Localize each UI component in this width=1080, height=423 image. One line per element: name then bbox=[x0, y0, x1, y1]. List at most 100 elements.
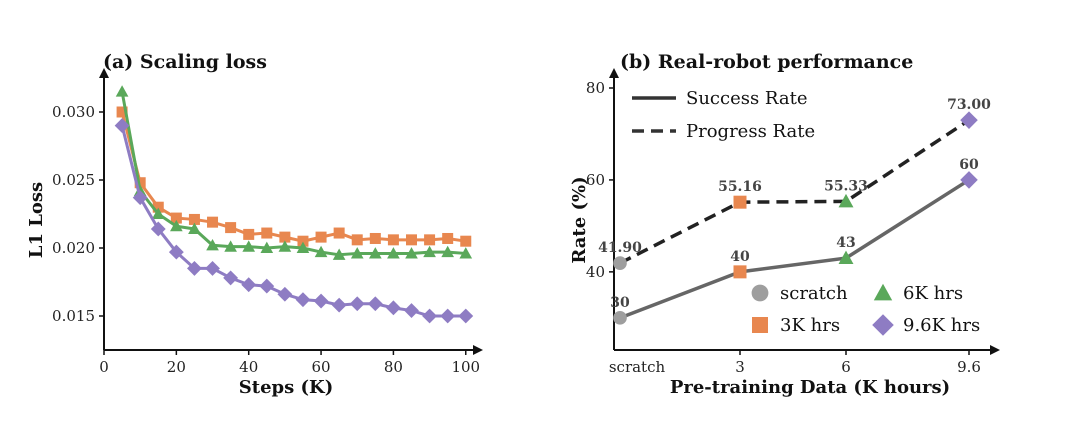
data-point-square bbox=[188, 213, 200, 225]
data-point-square bbox=[351, 234, 363, 246]
y-axis-arrow bbox=[609, 68, 619, 78]
data-point-triangle bbox=[242, 240, 256, 252]
x-tick-label: 100 bbox=[451, 358, 480, 376]
data-point-square bbox=[733, 265, 747, 279]
legend-marker-triangle bbox=[873, 283, 893, 301]
x-tick-label: 80 bbox=[384, 358, 403, 376]
x-tick-label: 60 bbox=[312, 358, 331, 376]
x-tick-label: 0 bbox=[99, 358, 109, 376]
data-point-square bbox=[116, 106, 128, 118]
legend-label: 3K hrs bbox=[780, 315, 840, 336]
data-point-diamond bbox=[385, 300, 401, 316]
data-point-square bbox=[207, 216, 219, 228]
panel-b-series: 30 40 43 60 41.90 55.16 55.33 73.00 bbox=[598, 97, 991, 325]
data-point-triangle bbox=[260, 241, 274, 254]
legend-marker-circle bbox=[751, 284, 769, 302]
data-point-square bbox=[152, 201, 164, 213]
data-point-diamond bbox=[187, 260, 202, 276]
panel-b-legend: Success Rate Progress Rate scratch 6K hrs 3K… bbox=[632, 88, 980, 336]
x-axis-arrow bbox=[473, 345, 483, 355]
y-tick-label: 80 bbox=[586, 79, 605, 97]
panel-b-real-robot-performance: (b) Real-robot performance Pre-training … bbox=[569, 51, 1000, 398]
data-point-triangle bbox=[459, 247, 473, 259]
data-point-diamond bbox=[440, 308, 456, 324]
legend-label: Progress Rate bbox=[686, 121, 815, 142]
series-line-solid bbox=[619, 178, 970, 320]
data-point-diamond bbox=[259, 278, 275, 294]
data-point-square bbox=[387, 234, 399, 246]
data-point-square bbox=[369, 232, 381, 244]
data-point-diamond bbox=[458, 308, 474, 324]
data-point-square bbox=[297, 235, 309, 247]
data-point-triangle bbox=[332, 248, 346, 260]
panel-a-scaling-loss: (a) Scaling loss Steps (K) L1 Loss 0 20 40… bbox=[26, 51, 483, 398]
panel-b-xlabel: Pre-training Data (K hours) bbox=[670, 377, 950, 398]
data-point-triangle bbox=[350, 247, 364, 259]
data-label: 55.16 bbox=[718, 179, 762, 195]
panel-a-ylabel: L1 Loss bbox=[26, 182, 47, 258]
data-point-diamond bbox=[223, 270, 239, 286]
panel-b-ylabel: Rate (%) bbox=[569, 176, 590, 263]
y-tick-label: 0.015 bbox=[52, 307, 95, 325]
x-tick-label: 40 bbox=[239, 358, 258, 376]
panel-b-axes: scratch 3 6 9.6 40 60 80 bbox=[586, 68, 1000, 376]
data-point-diamond bbox=[331, 297, 347, 313]
data-point-triangle bbox=[423, 245, 436, 258]
x-tick-label: 9.6 bbox=[957, 358, 981, 376]
data-point-diamond bbox=[205, 260, 220, 276]
data-point-triangle bbox=[170, 219, 183, 232]
panel-a-title: (a) Scaling loss bbox=[103, 51, 267, 73]
y-tick-label: 0.030 bbox=[52, 103, 95, 121]
legend-label: 9.6K hrs bbox=[903, 315, 980, 336]
data-point-circle bbox=[613, 256, 627, 270]
series-line-dashed bbox=[619, 118, 970, 265]
data-point-square bbox=[170, 212, 182, 224]
legend-label: scratch bbox=[780, 283, 848, 304]
data-point-diamond bbox=[349, 296, 365, 312]
data-point-triangle bbox=[441, 245, 455, 258]
data-point-circle bbox=[613, 310, 627, 325]
data-point-diamond bbox=[960, 171, 978, 189]
y-axis-arrow bbox=[99, 68, 109, 78]
data-label: 43 bbox=[836, 235, 855, 251]
legend-label: 6K hrs bbox=[903, 283, 963, 304]
data-label: 55.33 bbox=[824, 178, 868, 194]
data-point-triangle bbox=[838, 250, 854, 265]
data-point-diamond bbox=[960, 111, 978, 129]
data-label: 60 bbox=[959, 157, 979, 173]
y-tick-label: 0.025 bbox=[52, 171, 95, 189]
data-point-square bbox=[243, 228, 255, 240]
data-point-triangle bbox=[296, 241, 310, 254]
legend-marker-square bbox=[752, 317, 768, 333]
panel-a-series bbox=[114, 85, 474, 324]
x-axis-arrow bbox=[990, 345, 1000, 355]
data-point-triangle bbox=[838, 193, 854, 208]
panel-a-axes: 0 20 40 60 80 100 0.015 0.020 0.025 0.030 bbox=[52, 68, 483, 376]
panel-b-title: (b) Real-robot performance bbox=[620, 51, 913, 73]
data-point-triangle bbox=[387, 247, 400, 259]
data-point-square bbox=[333, 227, 345, 239]
data-point-diamond bbox=[404, 303, 419, 318]
data-label: 40 bbox=[730, 249, 750, 265]
data-point-diamond bbox=[168, 244, 184, 260]
data-point-square bbox=[279, 231, 291, 243]
data-point-square bbox=[315, 231, 327, 243]
data-point-triangle bbox=[188, 222, 201, 235]
data-point-square bbox=[733, 195, 747, 209]
x-tick-label: scratch bbox=[609, 358, 666, 376]
data-point-square bbox=[406, 234, 417, 246]
data-point-square bbox=[460, 235, 472, 247]
x-tick-label: 3 bbox=[735, 358, 745, 376]
data-point-diamond bbox=[422, 308, 438, 324]
data-point-square bbox=[424, 234, 436, 246]
legend-label: Success Rate bbox=[686, 88, 808, 109]
data-point-diamond bbox=[114, 118, 130, 134]
data-point-square bbox=[442, 232, 454, 244]
legend-marker-diamond bbox=[872, 314, 894, 336]
data-point-diamond bbox=[150, 221, 166, 237]
data-point-triangle bbox=[206, 238, 219, 251]
data-point-triangle bbox=[115, 85, 129, 97]
data-label: 73.00 bbox=[947, 97, 991, 113]
data-point-diamond bbox=[132, 190, 148, 206]
